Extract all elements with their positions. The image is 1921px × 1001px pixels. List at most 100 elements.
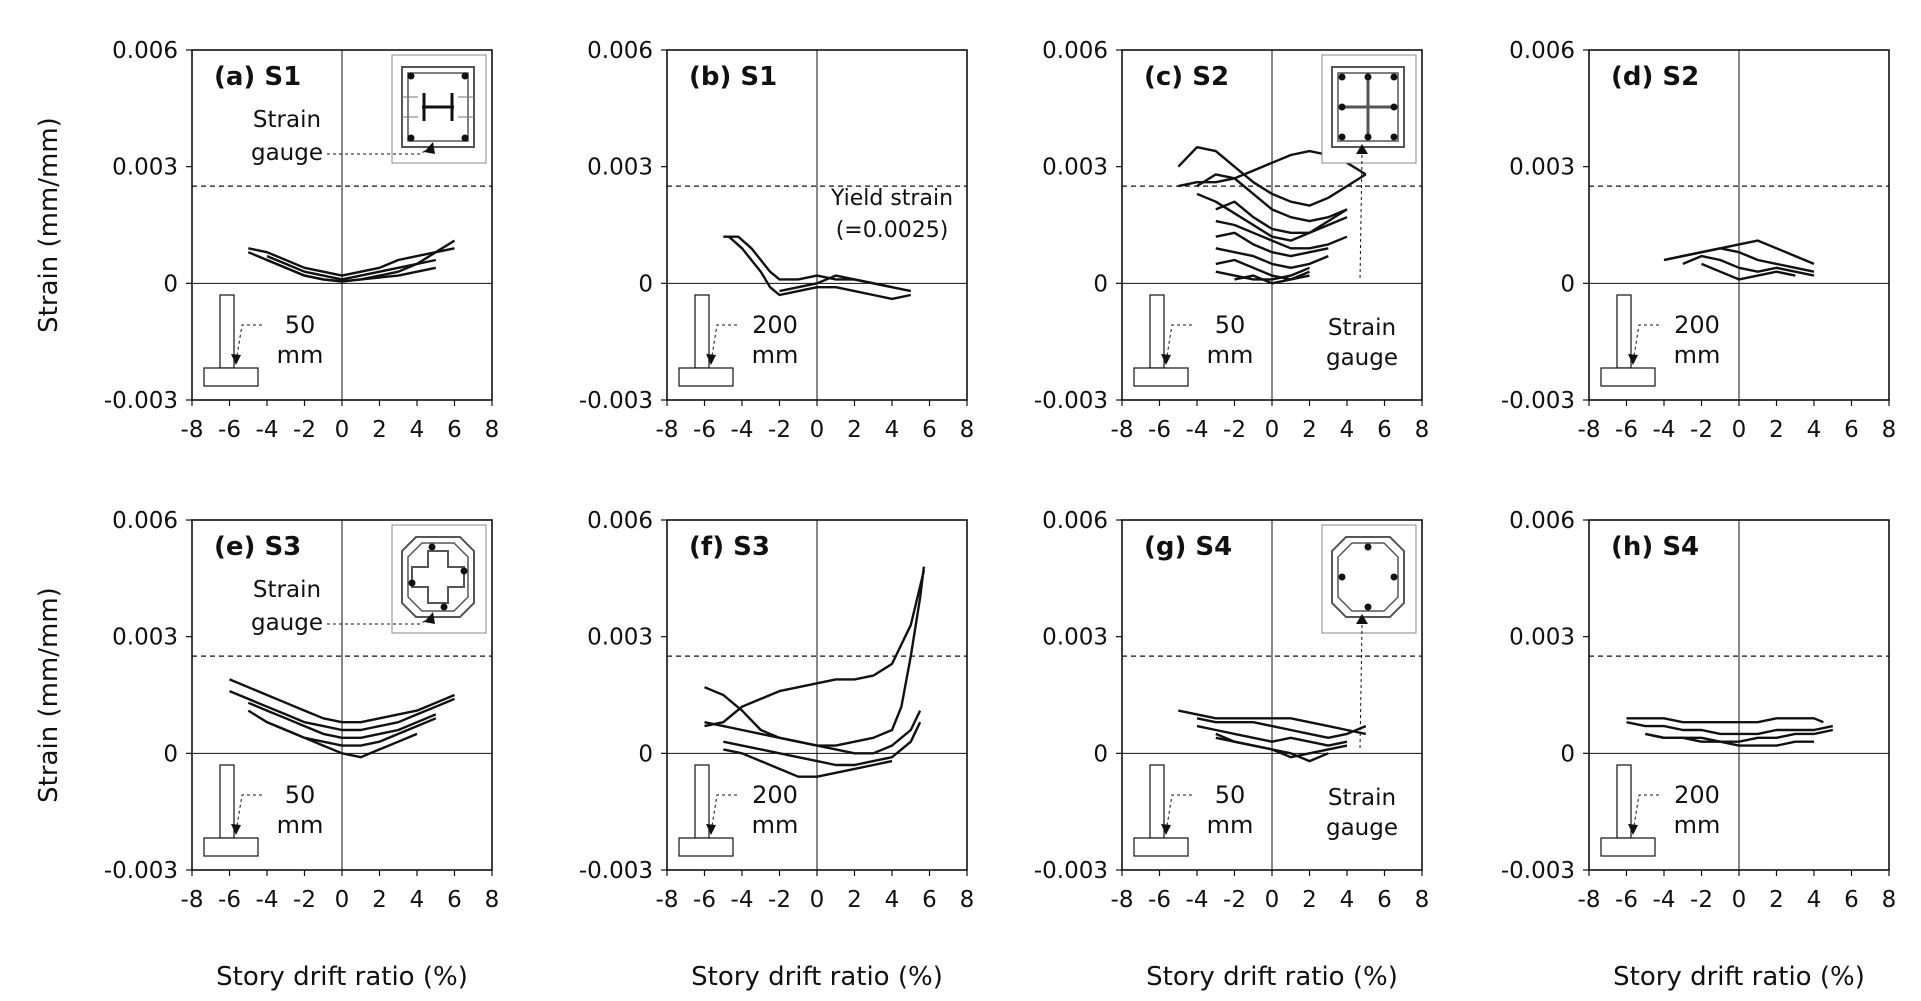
- gauge-leader: [1165, 794, 1192, 833]
- section-outline: [401, 536, 475, 618]
- section-inner: [407, 542, 469, 612]
- y-tick-label: 0.006: [1509, 508, 1575, 534]
- x-tick-label: -4: [731, 417, 754, 443]
- x-tick-label: 4: [410, 417, 425, 443]
- gauge-height-unit: mm: [1207, 341, 1254, 369]
- y-tick-label: -0.003: [1034, 858, 1108, 884]
- gauge-leader: [235, 794, 262, 833]
- rebar-dot: [407, 72, 415, 80]
- rebar-dot: [1364, 603, 1372, 611]
- footing-shape: [203, 837, 259, 857]
- series-line: [248, 247, 455, 277]
- annotation: Yield strain (=0.0025): [830, 186, 953, 243]
- y-tick-label: -0.003: [579, 388, 653, 414]
- gauge-height-value: 200: [752, 781, 798, 809]
- annotation: Strain gauge: [1326, 144, 1398, 371]
- rebar-dot: [1390, 73, 1398, 81]
- section-inner: [1337, 542, 1399, 612]
- x-tick-label: -8: [1578, 887, 1601, 913]
- x-tick-label: 4: [885, 887, 900, 913]
- x-tick-label: 6: [447, 417, 462, 443]
- x-tick-label: 8: [485, 417, 500, 443]
- x-tick-label: 0: [1265, 887, 1280, 913]
- series-line: [1215, 219, 1348, 250]
- x-tick-label: -8: [656, 887, 679, 913]
- column-shape: [219, 764, 235, 839]
- section-inner: [407, 72, 469, 142]
- x-tick-label: -4: [256, 417, 279, 443]
- y-tick-label: -0.003: [1034, 388, 1108, 414]
- gauge-height-unit: mm: [277, 811, 324, 839]
- panel-title: (e) S3: [214, 532, 301, 562]
- gauge-height-value: 50: [285, 781, 316, 809]
- x-tick-label: 4: [1340, 887, 1355, 913]
- x-tick-label: -6: [1615, 417, 1638, 443]
- x-tick-label: 6: [1377, 417, 1392, 443]
- series-line: [1682, 254, 1815, 277]
- x-tick-label: -2: [293, 887, 316, 913]
- x-tick-label: -8: [1111, 887, 1134, 913]
- y-tick-label: 0: [163, 741, 178, 767]
- series-line: [266, 721, 418, 759]
- y-tick-label: 0: [1560, 741, 1575, 767]
- y-tick-label: 0.006: [1042, 508, 1108, 534]
- y-tick-label: 0.006: [112, 508, 178, 534]
- x-tick-label: -2: [768, 887, 791, 913]
- cross-void: [411, 550, 465, 604]
- annotation-line-1: Yield strain: [830, 186, 953, 211]
- x-tick-label: -6: [1148, 417, 1171, 443]
- y-tick-label: 0.006: [587, 508, 653, 534]
- footing-shape: [678, 367, 734, 387]
- annotation-line-2: (=0.0025): [836, 218, 949, 243]
- annotation-leader: [327, 147, 431, 155]
- gauge-arrow: [231, 354, 241, 365]
- series-line: [1215, 247, 1329, 269]
- series-line: [1663, 247, 1815, 273]
- gauge-height-unit: mm: [1674, 811, 1721, 839]
- gauge-arrow: [231, 824, 241, 835]
- y-tick-label: 0: [1093, 271, 1108, 297]
- section-inset: [391, 524, 487, 634]
- rebar-dot: [1338, 103, 1346, 111]
- series-line: [1626, 717, 1824, 724]
- rebar-dot: [460, 567, 468, 575]
- y-tick-label: 0.003: [1509, 625, 1575, 651]
- x-tick-label: -8: [181, 417, 204, 443]
- x-tick-label: 0: [335, 417, 350, 443]
- column-shape: [1616, 294, 1632, 369]
- series-line: [266, 258, 437, 283]
- x-tick-label: 8: [1415, 887, 1430, 913]
- rebar-dot: [407, 134, 415, 142]
- x-tick-label: -6: [1615, 887, 1638, 913]
- x-tick-label: 4: [1807, 417, 1822, 443]
- section-inset: [391, 54, 487, 164]
- x-tick-label: 0: [335, 887, 350, 913]
- y-tick-label: 0.006: [112, 38, 178, 64]
- series-line: [1234, 274, 1310, 285]
- y-tick-label: 0.003: [1509, 155, 1575, 181]
- y-tick-label: -0.003: [1501, 858, 1575, 884]
- annotation-leader: [1359, 624, 1363, 751]
- annotation-arrow: [424, 142, 435, 154]
- series-line: [247, 701, 437, 739]
- x-tick-label: 0: [810, 417, 825, 443]
- x-tick-label: -6: [693, 887, 716, 913]
- x-tick-label: 2: [1302, 887, 1317, 913]
- x-tick-label: 8: [960, 887, 975, 913]
- panel-title: (f) S3: [689, 532, 770, 562]
- panel-title: (h) S4: [1611, 532, 1699, 562]
- rebar-dot: [428, 543, 436, 551]
- section-inset: [1321, 524, 1417, 634]
- column-shape: [1616, 764, 1632, 839]
- x-tick-label: 2: [1302, 417, 1317, 443]
- rebar-dot: [1364, 133, 1372, 141]
- x-tick-label: -2: [293, 417, 316, 443]
- footing-shape: [678, 837, 734, 857]
- x-tick-label: -2: [1223, 887, 1246, 913]
